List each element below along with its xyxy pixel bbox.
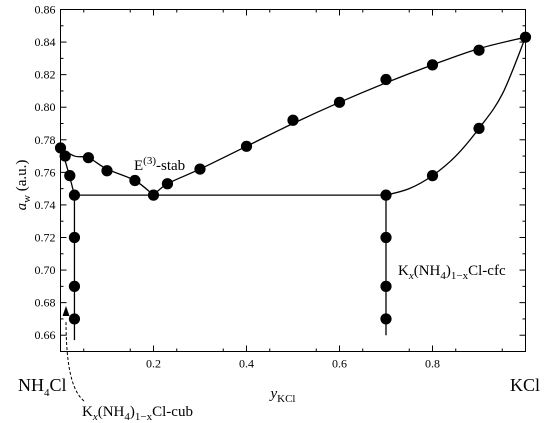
- y-tick-label: 0.70: [35, 263, 56, 277]
- data-point: [380, 189, 392, 201]
- cub-arrowhead: [62, 306, 70, 316]
- cub-phase-label: Kx(NH4)1−xCl-cub: [82, 404, 193, 423]
- y-tick-label: 0.78: [35, 133, 56, 147]
- x-tick-label: 0.2: [146, 357, 161, 371]
- cub-annotation-arrow: [65, 319, 85, 402]
- eutectic-label: E(3)-stab: [134, 155, 185, 174]
- y-tick-label: 0.74: [35, 198, 56, 212]
- y-tick-label: 0.82: [35, 68, 56, 82]
- data-point: [54, 142, 67, 154]
- endmember-right-label: KCl: [510, 375, 540, 395]
- data-point: [68, 313, 81, 325]
- data-point: [68, 231, 81, 244]
- data-point: [473, 44, 485, 56]
- data-point: [240, 140, 253, 152]
- plot-frame: [60, 9, 526, 352]
- data-point: [194, 163, 206, 175]
- data-point: [380, 313, 392, 325]
- x-tick-label: 0.4: [239, 357, 254, 371]
- data-point: [519, 31, 532, 43]
- phase-boundary-curve: [153, 36, 526, 196]
- data-point: [473, 122, 485, 134]
- y-tick-label: 0.80: [35, 100, 56, 114]
- cfc-phase-label: Kx(NH4)1−xCl-cfc: [398, 263, 506, 282]
- phase-boundary-curve: [385, 36, 527, 196]
- data-point: [129, 174, 141, 187]
- data-point: [333, 96, 346, 108]
- tick-labels: 0.2 0.4 0.6 0.8 0.66 0.68 0.70 0.72 0.74 0.76 0.78…: [35, 3, 441, 371]
- data-point: [426, 170, 439, 182]
- data-point: [64, 170, 76, 182]
- y-tick-label: 0.86: [35, 3, 56, 17]
- y-axis-title: aw (a.u.): [14, 160, 33, 211]
- data-point: [59, 150, 71, 162]
- y-tick-label: 0.66: [35, 328, 56, 342]
- x-tick-label: 0.8: [425, 357, 440, 371]
- data-point: [147, 189, 160, 201]
- x-tick-label: 0.6: [332, 357, 347, 371]
- data-points: [54, 31, 532, 325]
- curves: [59, 36, 527, 341]
- y-tick-label: 0.68: [35, 296, 56, 310]
- ticks: [60, 9, 526, 352]
- data-point: [380, 231, 392, 244]
- x-axis-title: yKCl: [268, 386, 295, 405]
- data-point: [68, 189, 81, 201]
- y-tick-label: 0.84: [35, 35, 56, 49]
- data-point: [426, 59, 439, 71]
- data-point: [101, 165, 113, 177]
- y-tick-label: 0.72: [35, 231, 56, 245]
- endmember-left-label: NH4Cl: [18, 375, 67, 399]
- data-point: [82, 152, 94, 164]
- y-tick-label: 0.76: [35, 165, 56, 179]
- data-point: [68, 280, 81, 292]
- data-point: [287, 114, 299, 126]
- data-point: [161, 178, 174, 190]
- data-point: [380, 73, 392, 86]
- data-point: [380, 280, 392, 292]
